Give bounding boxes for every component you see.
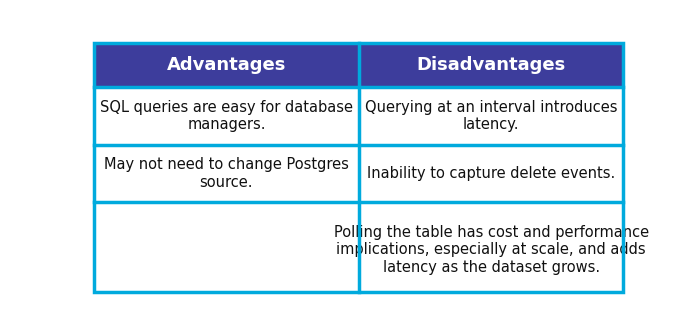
Text: Inability to capture delete events.: Inability to capture delete events. [367, 166, 615, 181]
Text: Disadvantages: Disadvantages [416, 56, 566, 74]
Text: Polling the table has cost and performance
implications, especially at scale, an: Polling the table has cost and performan… [334, 225, 649, 275]
Bar [358, 43, 624, 87]
Text: May not need to change Postgres
source.: May not need to change Postgres source. [104, 157, 349, 190]
Text: SQL queries are easy for database
managers.: SQL queries are easy for database manage… [100, 100, 353, 132]
Text: Advantages: Advantages [167, 56, 286, 74]
Bar [94, 43, 358, 87]
Text: Querying at an interval introduces
latency.: Querying at an interval introduces laten… [365, 100, 617, 132]
